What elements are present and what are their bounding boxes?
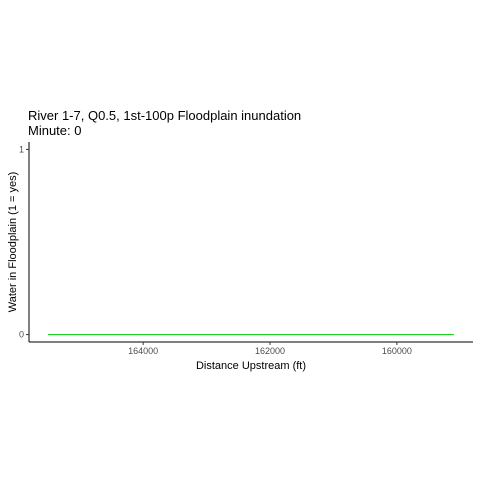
x-tick-label: 162000 — [255, 346, 285, 356]
y-axis-title: Water in Floodplain (1 = yes) — [7, 172, 19, 313]
x-tick-label: 164000 — [128, 346, 158, 356]
x-axis-ticks: 164000 162000 160000 — [128, 342, 412, 356]
y-tick-label: 1 — [19, 144, 24, 154]
y-axis-ticks: 01 — [19, 144, 29, 340]
x-tick-label: 160000 — [382, 346, 412, 356]
y-tick-label: 0 — [19, 330, 24, 340]
chart-title: River 1-7, Q0.5, 1st-100p Floodplain inu… — [28, 108, 301, 123]
x-axis-title: Distance Upstream (ft) — [196, 360, 306, 372]
chart-subtitle: Minute: 0 — [28, 123, 81, 138]
